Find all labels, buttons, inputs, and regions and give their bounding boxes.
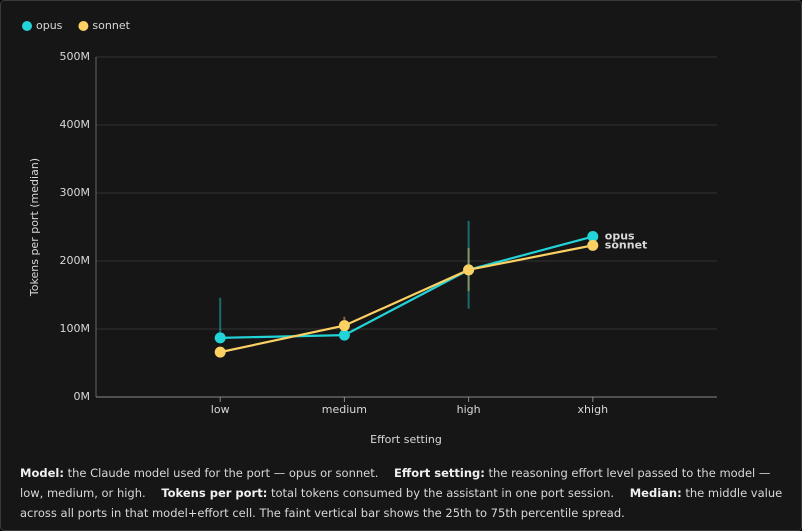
series-line xyxy=(219,244,594,354)
caption: Model: the Claude model used for the por… xyxy=(20,463,785,523)
series-line xyxy=(220,235,594,339)
point xyxy=(463,264,475,276)
point xyxy=(587,231,599,243)
y-tick-label: 100M xyxy=(60,322,91,335)
point xyxy=(214,332,226,344)
caption-term: Effort setting: xyxy=(394,466,485,480)
point xyxy=(338,329,350,341)
x-axis-title: Effort setting xyxy=(370,433,442,446)
x-tick-label: medium xyxy=(322,403,367,416)
y-tick-label: 300M xyxy=(60,186,91,199)
y-tick-label: 400M xyxy=(60,118,91,131)
point xyxy=(587,239,599,251)
legend-label: opus xyxy=(36,19,63,32)
legend-marker xyxy=(22,21,32,31)
y-tick-label: 200M xyxy=(60,254,91,267)
caption-term: Median: xyxy=(629,486,682,500)
caption-item: Median: the middle value across all port… xyxy=(20,486,782,520)
caption-item: Model: the Claude model used for the por… xyxy=(20,466,378,480)
caption-term: Tokens per port: xyxy=(161,486,268,500)
point xyxy=(338,320,350,332)
point xyxy=(214,346,226,358)
caption-text: the middle value across all ports in tha… xyxy=(20,486,783,520)
x-tick-label: low xyxy=(211,403,230,416)
caption-item: Effort setting: the reasoning effort lev… xyxy=(20,466,770,500)
end-label: opus xyxy=(605,230,635,243)
legend-label: sonnet xyxy=(92,19,130,32)
y-tick-label: 500M xyxy=(60,50,91,63)
chart: Effort setting Tokens per port (median) … xyxy=(22,19,717,446)
caption-text: total tokens consumed by the assistant i… xyxy=(270,486,615,500)
y-axis-title: Tokens per port (median) xyxy=(28,158,41,297)
legend-marker xyxy=(78,21,89,31)
end-label: sonnet xyxy=(605,238,648,251)
x-tick-label: xhigh xyxy=(578,403,609,416)
caption-item: Tokens per port: total tokens consumed b… xyxy=(161,486,614,500)
caption-text: the reasoning effort level passed to the… xyxy=(20,466,771,500)
x-tick-label: high xyxy=(457,403,481,416)
caption-term: Model: xyxy=(20,466,64,480)
y-tick-label: 0M xyxy=(74,390,91,403)
caption-text: the Claude model used for the port — opu… xyxy=(67,466,379,480)
